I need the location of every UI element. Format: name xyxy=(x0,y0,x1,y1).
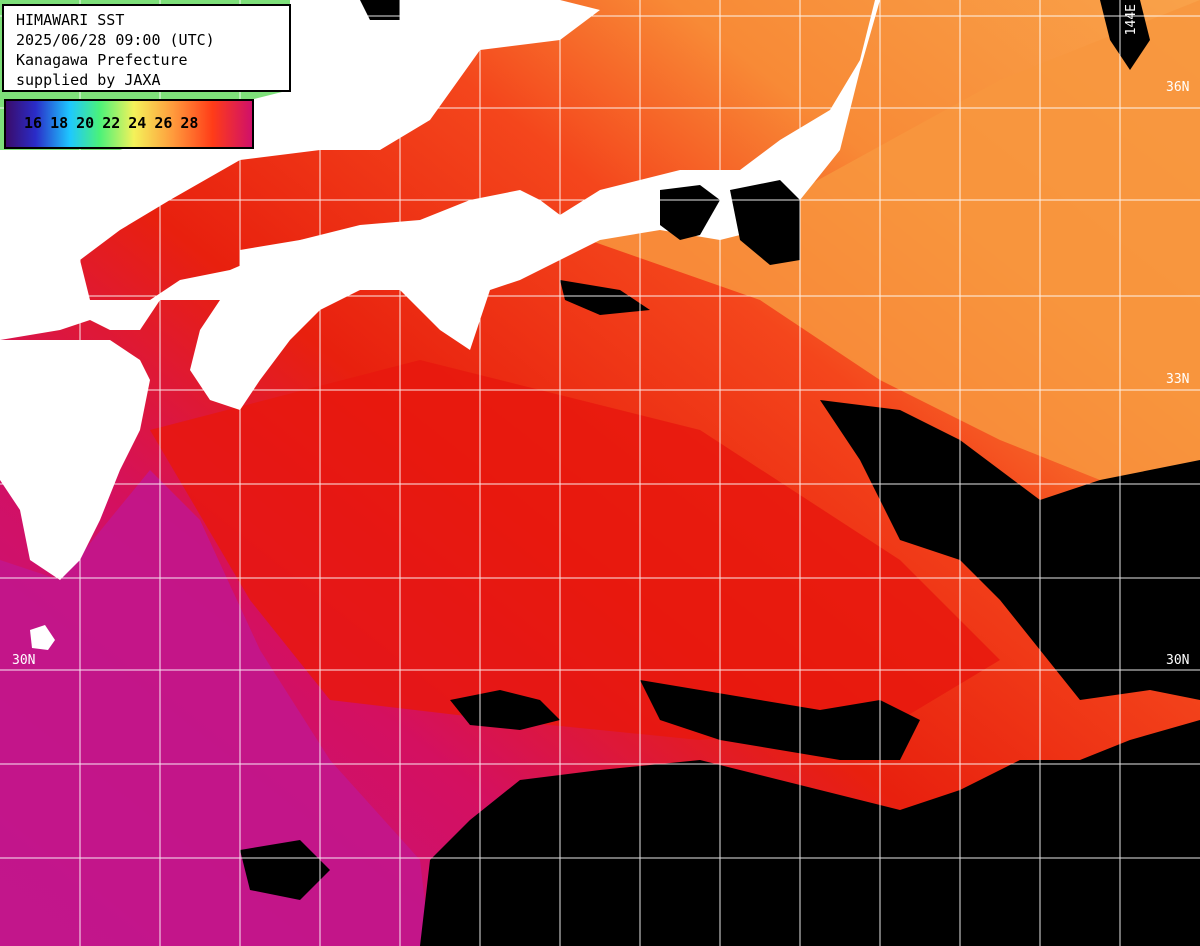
cloud-patch-small-7 xyxy=(1100,0,1150,70)
lat-label-30n-left: 30N xyxy=(12,653,36,668)
legend-tick-16: 16 xyxy=(24,114,43,132)
lat-label-30n-right: 30N xyxy=(1166,653,1190,668)
cloud-patch-small-1 xyxy=(450,690,560,730)
legend-tick-18: 18 xyxy=(50,114,69,132)
legend-tick-24: 24 xyxy=(128,114,147,132)
cloud-patch-small-2 xyxy=(660,185,720,240)
info-box: HIMAWARI SST 2025/06/28 09:00 (UTC) Kana… xyxy=(2,4,291,92)
lon-label-138: 138 xyxy=(484,4,499,28)
lon-label-144e: 144E xyxy=(1124,4,1139,36)
legend-tick-22: 22 xyxy=(102,114,121,132)
legend-tick-labels: 16 18 20 22 24 26 28 xyxy=(24,114,206,132)
legend-tick-26: 26 xyxy=(154,114,173,132)
cloud-patch-small-5 xyxy=(240,840,330,900)
land-izu-island xyxy=(30,625,55,650)
hot-core-region xyxy=(150,360,1000,740)
cloud-patch-center xyxy=(640,680,920,760)
warm-water-region xyxy=(0,470,430,946)
lat-label-33-left: 33 xyxy=(14,372,30,387)
land-kyushu xyxy=(0,340,150,580)
organization-label: Kanagawa Prefecture xyxy=(16,51,188,69)
legend-tick-20: 20 xyxy=(76,114,95,132)
cloud-patch-small-4 xyxy=(560,280,650,315)
cloud-patch-small-6 xyxy=(360,0,400,20)
cloud-patch-small-3 xyxy=(730,180,800,265)
land-honshu xyxy=(0,0,880,410)
land-shikoku xyxy=(240,235,380,310)
cloud-mass-lower xyxy=(420,720,1200,946)
temperature-legend: 16 18 20 22 24 26 28 xyxy=(4,99,254,149)
lat-label-33n-right: 33N xyxy=(1166,372,1190,387)
legend-tick-28: 28 xyxy=(180,114,199,132)
lat-label-36n: 36N xyxy=(1166,80,1190,95)
observation-datetime: 2025/06/28 09:00 (UTC) xyxy=(16,31,215,49)
map-title: HIMAWARI SST xyxy=(16,11,125,29)
data-credit: supplied by JAXA xyxy=(16,71,161,89)
cloud-mass-right xyxy=(820,400,1200,700)
